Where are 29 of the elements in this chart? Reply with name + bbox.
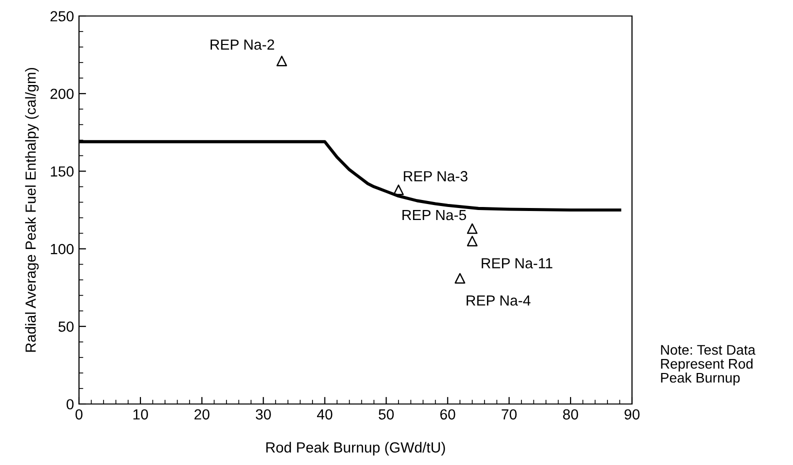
x-tick-label: 10 (133, 409, 148, 420)
x-tick-label: 0 (76, 409, 82, 420)
point (454, 273, 466, 284)
y-tick-label: 250 (50, 11, 74, 22)
text: Note: Test Data Represent Rod Peak Burnup (661, 345, 756, 386)
y-tick-label: 50 (58, 322, 74, 332)
y-axis-title: Radial Average Peak Fuel Enthalpy (cal/gm) (25, 68, 39, 352)
annotation: REP Na-4 (466, 295, 530, 306)
y-tick-label: 0 (66, 399, 74, 410)
annotation: REP Na-5 (402, 210, 466, 220)
x-tick-label: 70 (502, 409, 517, 420)
point (393, 184, 404, 196)
x-tick-label: 90 (624, 409, 640, 420)
y-tick-label: 150 (50, 166, 74, 177)
annotation: REP Na-11 (482, 258, 552, 268)
x-tick-label: 80 (563, 409, 578, 420)
point (276, 56, 288, 66)
point (466, 223, 478, 234)
x-tick-label: 50 (378, 409, 394, 420)
point (466, 236, 478, 246)
x-tick-label: 40 (317, 409, 332, 420)
x-tick-label: 60 (440, 409, 456, 420)
y-tick-label: 200 (50, 88, 74, 100)
x-tick-label: 20 (194, 409, 210, 420)
y-tick-label: 100 (50, 244, 74, 254)
annotation: REP Na-3 (404, 171, 468, 182)
x-axis-title: Rod Peak Burnup (GWd/tU) (266, 442, 445, 456)
annotation: REP Na-2 (210, 39, 274, 50)
x-tick-label: 30 (256, 409, 271, 420)
